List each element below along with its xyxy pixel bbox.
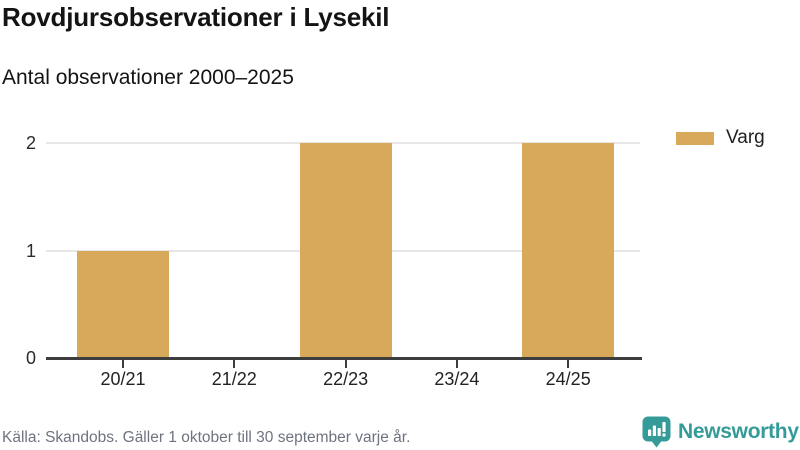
- bar-22/23: [299, 143, 392, 358]
- bar-20/21: [77, 250, 169, 358]
- x-axis-tick: [455, 360, 458, 368]
- x-axis-tick-label: 22/23: [323, 369, 369, 389]
- newsworthy-logo: Newsworthy: [642, 416, 799, 448]
- bar-24/25: [522, 143, 615, 358]
- legend: Varg: [676, 127, 765, 149]
- legend-label: Varg: [726, 127, 765, 148]
- x-axis-tick: [233, 360, 236, 368]
- y-axis-tick-label: 0: [25, 348, 36, 368]
- source-note: Källa: Skandobs. Gäller 1 oktober till 3…: [2, 429, 411, 446]
- x-axis-tick: [344, 360, 347, 368]
- x-axis-tick: [567, 360, 570, 368]
- x-axis-line: [46, 357, 642, 360]
- x-axis-tick-label: 24/25: [545, 369, 591, 389]
- x-axis-tick: [122, 360, 124, 368]
- newsworthy-wordmark: Newsworthy: [678, 420, 799, 443]
- newsworthy-bubble-chart-icon: [642, 416, 671, 448]
- chart-subtitle: Antal observationer 2000–2025: [2, 66, 294, 89]
- y-axis-tick-label: 1: [25, 240, 36, 261]
- x-axis-tick-label: 21/22: [211, 369, 257, 389]
- chart-title: Rovdjursobservationer i Lysekil: [2, 2, 390, 32]
- x-axis-tick-label: 20/21: [100, 369, 146, 389]
- y-axis-tick-label: 2: [25, 133, 36, 153]
- plot-area: [46, 142, 640, 358]
- x-axis-tick-label: 23/24: [434, 369, 480, 389]
- legend-swatch-varg: [676, 131, 714, 145]
